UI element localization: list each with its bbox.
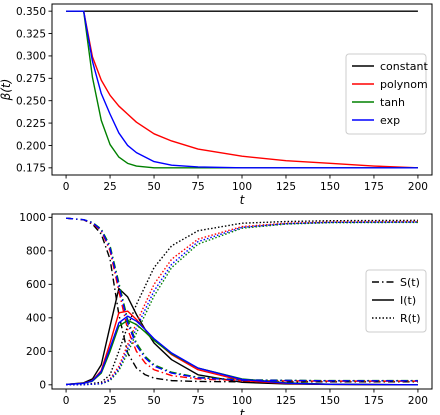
y-tick-label: 0.175 (16, 163, 46, 175)
y-tick-label: 200 (26, 346, 46, 358)
series-line-st-constant (66, 217, 418, 383)
y-tick-label: 0.200 (16, 140, 46, 152)
y-tick-label: 0 (39, 380, 46, 392)
y-tick-label: 0.275 (16, 73, 46, 85)
x-tick-label: 25 (103, 395, 116, 407)
series-line-rt-tanh (66, 221, 418, 386)
y-tick-label: 600 (26, 279, 46, 291)
legend-label: exp (380, 114, 400, 127)
series-line-st-polynom (66, 217, 418, 382)
series-line-it-exp (66, 315, 418, 386)
sir-panel: 0 25 50 75 100 125 150 175 200 0 200 400 600 800 1000 t… (19, 212, 433, 415)
series-group (66, 10, 418, 169)
y-tick-label: 1000 (19, 212, 46, 224)
x-tick-label: 200 (408, 395, 428, 407)
series-line-exp (66, 10, 418, 169)
x-tick-label: 100 (232, 181, 252, 193)
legend-label: polynom (380, 78, 428, 91)
series-line-rt-polynom (66, 220, 418, 386)
x-tick-label: 25 (103, 181, 116, 193)
legend-label: I(t) (400, 294, 416, 307)
x-tick-label: 75 (191, 395, 204, 407)
series-group (66, 217, 418, 386)
series-line-st-tanh (66, 217, 418, 382)
x-axis-label: t (240, 193, 246, 207)
x-tick-label: 125 (276, 395, 296, 407)
series-line-st-exp (66, 217, 418, 382)
x-tick-label: 175 (364, 395, 384, 407)
x-tick-label: 150 (320, 181, 340, 193)
x-tick-label: 50 (147, 181, 160, 193)
y-tick-label: 0.250 (16, 95, 46, 107)
legend-label: tanh (380, 96, 405, 109)
x-tick-label: 0 (63, 395, 70, 407)
series-line-rt-constant (66, 219, 418, 386)
series-line-polynom (66, 10, 418, 169)
y-tick-label: 0.300 (16, 51, 46, 63)
series-line-rt-exp (66, 221, 418, 386)
x-tick-label: 0 (63, 181, 70, 193)
x-tick-label: 75 (191, 181, 204, 193)
y-tick-label: 0.225 (16, 118, 46, 130)
legend: constant polynom tanh exp (345, 53, 429, 135)
legend-label: constant (380, 60, 429, 73)
legend-box (345, 53, 427, 135)
legend-label: R(t) (400, 312, 421, 325)
x-tick-label: 200 (408, 181, 428, 193)
x-tick-label: 175 (364, 181, 384, 193)
legend-box (365, 269, 427, 333)
x-tick-label: 100 (232, 395, 252, 407)
x-axis-label: t (240, 407, 246, 415)
y-axis-label: β(t) (0, 79, 13, 102)
legend: S(t) I(t) R(t) (365, 269, 427, 333)
beta-panel: 0 25 50 75 100 125 150 175 200 0.175 0.200 0.225 0.2… (0, 3, 433, 207)
y-tick-label: 0.350 (16, 6, 46, 18)
y-tick-label: 0.325 (16, 28, 46, 40)
legend-label: S(t) (400, 276, 420, 289)
series-line-it-constant (66, 287, 418, 386)
x-tick-label: 150 (320, 395, 340, 407)
x-tick-label: 125 (276, 181, 296, 193)
y-tick-label: 800 (26, 246, 46, 258)
x-tick-label: 50 (147, 395, 160, 407)
y-tick-label: 400 (26, 313, 46, 325)
